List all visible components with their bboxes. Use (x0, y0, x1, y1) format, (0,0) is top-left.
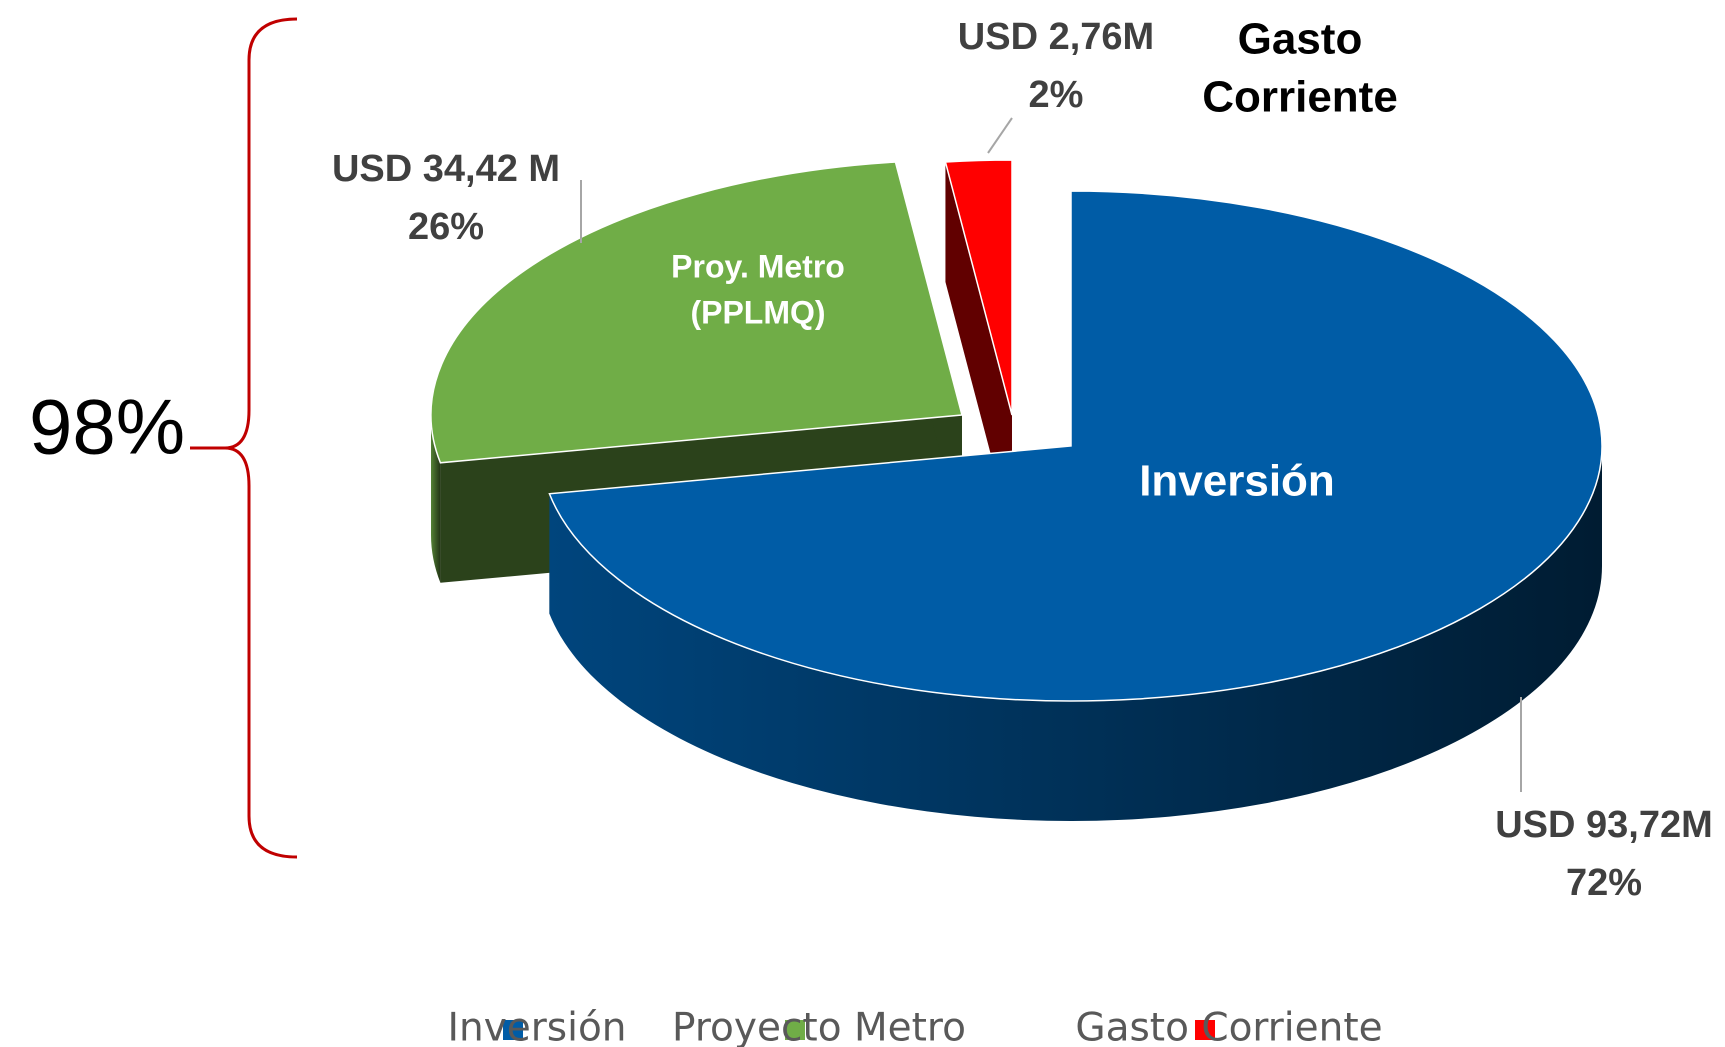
slice-label: Proy. Metro (671, 248, 845, 284)
legend-label: Gasto Corriente (1075, 1006, 1382, 1047)
legend-swatch (1195, 1020, 1215, 1040)
slice-face (945, 162, 1012, 536)
brace (224, 17, 298, 859)
value-label: 72% (1566, 862, 1642, 904)
pie (430, 159, 1603, 822)
legend-swatch (785, 1020, 805, 1040)
legend-swatch (503, 1020, 523, 1040)
slice-label: Inversión (1139, 457, 1335, 506)
value-label: 2% (1029, 74, 1084, 116)
legend-label: Inversión (447, 1006, 626, 1047)
legend-label: Proyecto Metro (672, 1006, 966, 1047)
amount-label: USD 93,72M (1495, 804, 1713, 846)
value-label: 26% (408, 206, 484, 248)
amount-label: USD 34,42 M (332, 148, 560, 190)
slice-top (430, 161, 963, 464)
slice-top (944, 159, 1013, 416)
slice-side (549, 446, 1603, 822)
amount-label: USD 2,76M (958, 16, 1154, 58)
labels: USD 93,72M 72% Inversión USD 34,42 M 26% Proy… (332, 15, 1713, 904)
legend: Inversión Proyecto Metro Gasto Corriente (447, 1006, 1382, 1047)
slice-label: (PPLMQ) (690, 294, 825, 330)
leader-line (987, 117, 1013, 154)
slice-label: Gasto (1238, 15, 1363, 64)
slice-top (548, 190, 1603, 702)
annotation: 98% (29, 383, 185, 471)
slice-label: Corriente (1202, 73, 1398, 122)
